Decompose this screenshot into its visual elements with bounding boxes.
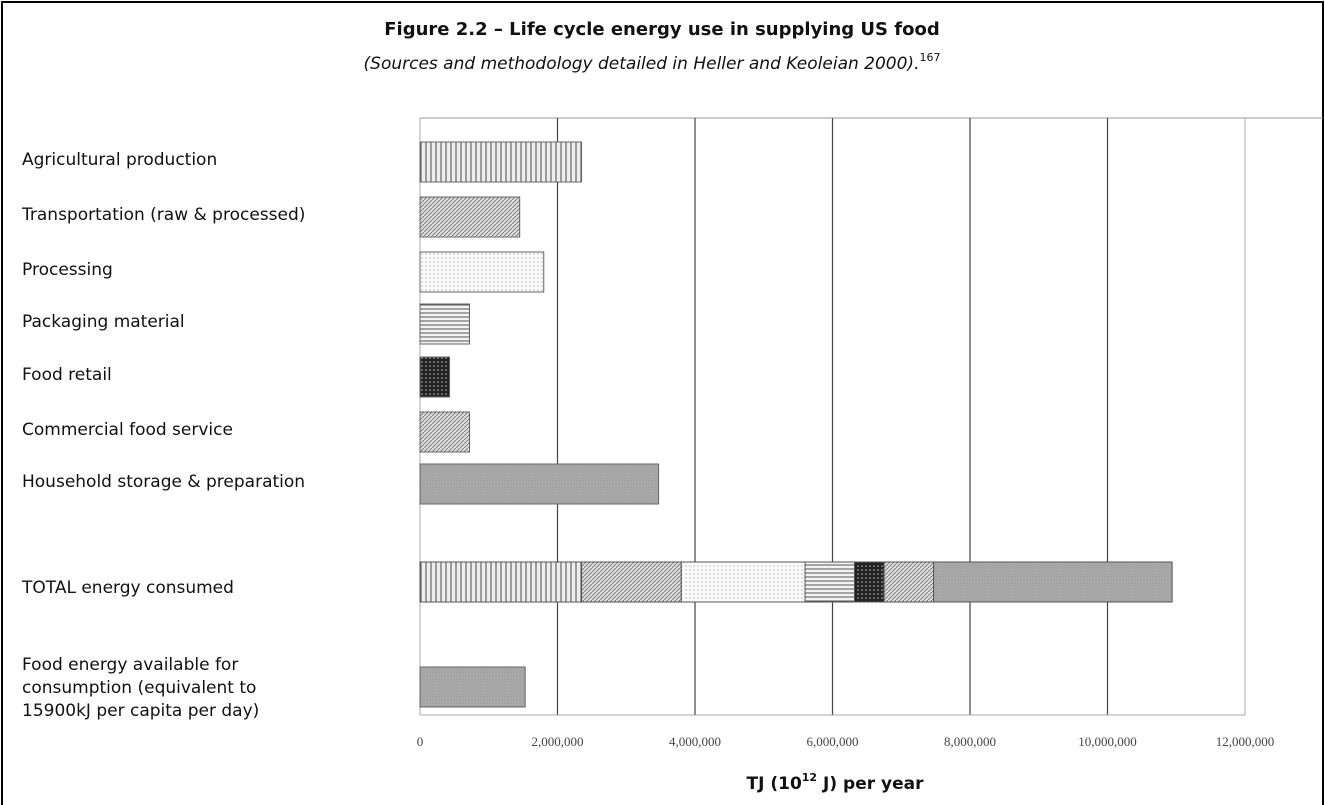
bar [419, 666, 526, 708]
bar [419, 463, 660, 505]
x-axis-label: TJ (1012 J) per year [747, 771, 925, 794]
x-tick-label: 10,000,000 [1078, 734, 1137, 749]
bar [419, 196, 521, 238]
category-label: 15900kJ per capita per day) [22, 701, 259, 721]
stacked-segment [933, 561, 1173, 603]
chart-subtitle: (Sources and methodology detailed in Hel… [364, 51, 941, 74]
x-tick-label: 4,000,000 [669, 734, 721, 749]
category-label: Household storage & preparation [22, 472, 305, 492]
category-label: Food retail [22, 365, 112, 385]
x-label-part: J) per year [817, 774, 924, 794]
category-label: TOTAL energy consumed [21, 578, 234, 598]
x-label-part: TJ (10 [747, 774, 802, 794]
subtitle-text: (Sources and methodology detailed in Hel… [364, 54, 920, 74]
bar [419, 356, 451, 398]
category-label: Agricultural production [22, 150, 217, 170]
bar [419, 303, 470, 345]
x-tick-label: 12,000,000 [1216, 734, 1275, 749]
category-label: Commercial food service [22, 420, 233, 440]
x-tick-label: 2,000,000 [532, 734, 584, 749]
bar [419, 411, 470, 453]
x-tick-label: 6,000,000 [807, 734, 859, 749]
bar [419, 141, 583, 183]
x-tick-label: 0 [417, 734, 424, 749]
x-label-sup: 12 [802, 771, 817, 784]
stacked-segment [854, 561, 885, 603]
category-label: Food energy available for [22, 655, 238, 675]
stacked-segment [680, 561, 806, 603]
x-tick-label: 8,000,000 [944, 734, 996, 749]
stacked-segment [419, 561, 583, 603]
subtitle-ref: 167 [919, 51, 940, 64]
category-label: Processing [22, 260, 113, 280]
bar [419, 251, 545, 293]
chart-title: Figure 2.2 – Life cycle energy use in su… [384, 19, 939, 40]
category-label: Packaging material [22, 312, 185, 332]
stacked-segment [581, 561, 682, 603]
category-label: Transportation (raw & processed) [21, 205, 305, 225]
category-label: consumption (equivalent to [22, 678, 256, 698]
stacked-segment [883, 561, 935, 603]
stacked-segment [804, 561, 855, 603]
